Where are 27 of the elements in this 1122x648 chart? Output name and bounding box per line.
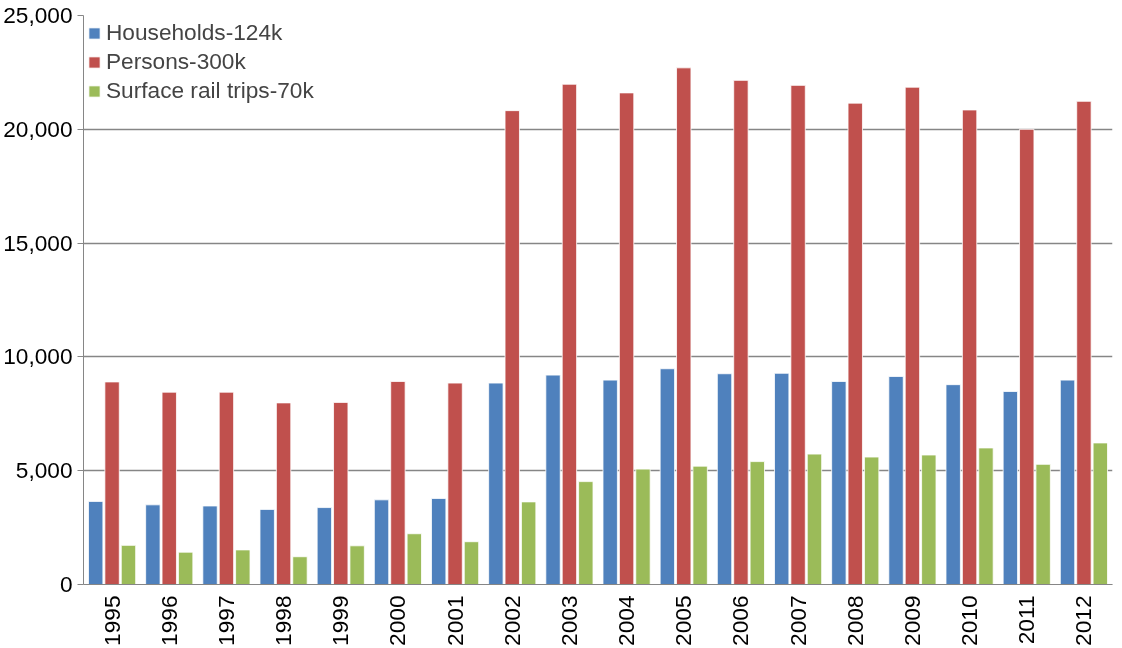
legend-label: Surface rail trips-70k <box>106 77 314 104</box>
x-tick-label: 2005 <box>670 595 697 646</box>
x-tick-label: 2004 <box>613 595 640 646</box>
x-tick-label: 2011 <box>1013 595 1040 645</box>
x-tick-label: 2000 <box>384 595 411 646</box>
y-tick-label: 25,000 <box>3 2 73 28</box>
y-tick-label: 10,000 <box>3 343 73 370</box>
y-tick-label: 20,000 <box>3 115 73 142</box>
y-tick-label: 5,000 <box>15 457 73 484</box>
legend-label: Households-124k <box>106 19 283 46</box>
x-tick-label: 1996 <box>155 595 182 646</box>
x-tick-label: 2009 <box>898 595 925 646</box>
y-tick-label: 0 <box>59 571 73 597</box>
x-tick-label: 2008 <box>841 595 868 646</box>
x-tick-label: 1995 <box>98 595 125 646</box>
x-tick-label: 2012 <box>1070 595 1097 646</box>
x-tick-label: 2001 <box>441 595 468 646</box>
x-tick-label: 2010 <box>956 595 983 646</box>
x-tick-label: 1997 <box>212 595 239 646</box>
x-tick-label: 2003 <box>555 595 582 646</box>
x-tick-label: 2007 <box>784 595 811 646</box>
legend-label: Persons-300k <box>106 48 246 75</box>
x-tick-label: 1999 <box>327 595 354 646</box>
y-tick-label: 15,000 <box>3 229 73 256</box>
x-tick-label: 2002 <box>498 595 525 646</box>
x-tick-label: 1998 <box>270 595 297 646</box>
x-tick-label: 2006 <box>727 595 754 646</box>
